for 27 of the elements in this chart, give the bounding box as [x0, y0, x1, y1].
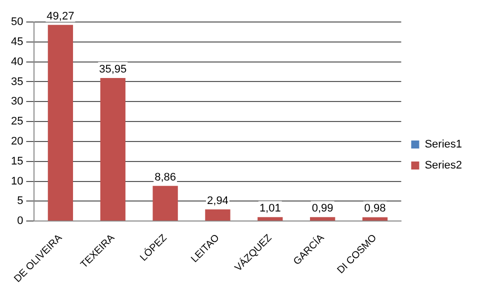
legend-label: Series2 [424, 160, 462, 172]
y-tick-label: 40 [10, 56, 24, 68]
y-tick-label: 10 [10, 175, 24, 188]
data-label: 8,86 [154, 171, 176, 184]
data-label: 49,27 [46, 10, 74, 22]
y-tick-label: 35 [10, 76, 24, 88]
data-label: 35,95 [99, 63, 127, 76]
legend-label: Series1 [424, 138, 462, 151]
y-tick-label: 0 [17, 215, 24, 228]
bar [362, 217, 388, 221]
bar [205, 209, 230, 221]
y-tick-label: 50 [10, 16, 24, 28]
data-label: 0,99 [312, 202, 334, 215]
bar [310, 217, 336, 221]
bar [48, 24, 74, 221]
y-tick-label: 25 [10, 116, 24, 128]
y-tick-label: 45 [10, 36, 24, 48]
data-label: 1,01 [259, 202, 281, 215]
y-tick-label: 5 [17, 195, 24, 208]
bar [258, 217, 283, 221]
y-tick-label: 30 [10, 96, 24, 108]
y-tick-label: 20 [10, 135, 24, 148]
y-tick-label: 15 [10, 155, 24, 168]
bar [152, 186, 178, 221]
bar [100, 78, 126, 221]
data-label: 2,94 [207, 194, 228, 207]
data-label: 0,98 [364, 202, 386, 215]
